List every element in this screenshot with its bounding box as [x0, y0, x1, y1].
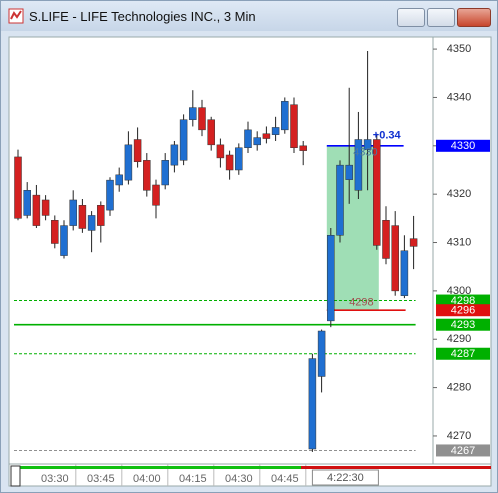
candle-body: [170, 144, 179, 166]
price-tag-label: 4287: [451, 348, 475, 360]
cursor-box: [311, 469, 379, 486]
price-tag: [436, 139, 490, 152]
price-tag: [436, 304, 490, 317]
candle-body: [78, 205, 87, 229]
price-tag-label: 4296: [451, 305, 475, 317]
candle-body: [290, 104, 298, 148]
candle-body: [133, 139, 142, 163]
title-bar: S.LIFE - LIFE Technologies INC., 3 Min: [1, 1, 497, 31]
price-tag: [436, 318, 490, 331]
y-tick-label: 4290: [447, 333, 471, 345]
candle-body: [317, 330, 326, 377]
candle-body: [235, 147, 243, 171]
candle-body: [51, 220, 59, 244]
candle-body: [97, 205, 105, 226]
x-tick-label: 04:15: [179, 473, 207, 485]
minimize-button[interactable]: [397, 8, 425, 27]
price-tag-label: 4298: [451, 295, 475, 307]
candle-body: [124, 144, 133, 181]
candle-body: [345, 164, 353, 180]
candle-body: [198, 107, 206, 131]
candle-body: [244, 129, 252, 148]
y-tick-label: 4280: [447, 382, 471, 394]
entry-label: 4330: [353, 147, 377, 159]
candle-body: [179, 119, 188, 161]
candle-body: [69, 199, 77, 226]
candle-body: [400, 250, 409, 296]
price-tag: [436, 347, 490, 360]
maximize-button[interactable]: [427, 8, 455, 27]
x-tick-label: 04:30: [225, 473, 253, 485]
scroll-thumb[interactable]: [10, 465, 21, 487]
candle-body: [299, 145, 307, 151]
y-tick-label: 4350: [447, 43, 471, 55]
candle-body: [115, 174, 123, 186]
close-button[interactable]: [457, 8, 491, 27]
x-tick-label: 04:00: [133, 473, 161, 485]
axis-area: [432, 36, 492, 465]
scroll-red: [301, 466, 491, 469]
candle-body: [262, 133, 271, 139]
candle-body: [382, 220, 390, 259]
y-tick-label: 4340: [447, 91, 471, 103]
price-tag-label: 4330: [451, 140, 475, 152]
candle-body: [32, 194, 41, 226]
chart: 4270 4280 4290 4300 4310 4320 4330 4340 4350 03:3…: [8, 36, 492, 487]
y-tick-label: 4300: [447, 285, 471, 297]
candle-body: [60, 225, 68, 256]
scroll-green: [18, 466, 301, 469]
candle-body: [207, 119, 215, 146]
price-tag: [436, 444, 490, 457]
candle-body: [253, 137, 261, 146]
x-tick-label: 03:30: [41, 473, 69, 485]
price-tag-label: 4267: [451, 445, 475, 457]
price-tag-label: 4293: [451, 319, 475, 331]
candle-body: [14, 156, 22, 219]
candle-body: [308, 358, 317, 450]
candle-body: [271, 127, 280, 135]
gain-label: +0.34: [373, 130, 402, 142]
candle-body: [281, 101, 289, 131]
candle-body: [189, 107, 197, 120]
candle-body: [106, 179, 114, 211]
y-tick-label: 4270: [447, 430, 471, 442]
x-tick-label: 04:45: [271, 473, 299, 485]
price-tag: [436, 294, 490, 307]
y-tick-label: 4320: [447, 188, 471, 200]
candle-body: [225, 154, 234, 171]
candle-body: [373, 139, 381, 246]
candle-body: [354, 139, 363, 191]
x-tick-label: 03:45: [87, 473, 115, 485]
candle-body: [152, 184, 160, 206]
cursor-label: 4:22:30: [327, 472, 364, 484]
candle-body: [143, 160, 151, 191]
candle-body: [409, 238, 418, 247]
window-title: S.LIFE - LIFE Technologies INC., 3 Min: [29, 9, 256, 24]
candle-body: [216, 144, 225, 159]
candle-body: [87, 215, 96, 231]
candle-body: [327, 235, 335, 322]
candle-body: [336, 164, 344, 236]
candle-body: [23, 190, 31, 216]
candle-body: [391, 225, 399, 292]
candle-body: [363, 139, 372, 150]
candle-body: [41, 199, 50, 216]
app-icon: [8, 8, 24, 24]
stop-label: 4298: [349, 296, 373, 308]
y-tick-label: 4310: [447, 236, 471, 248]
candle-body: [161, 160, 169, 186]
